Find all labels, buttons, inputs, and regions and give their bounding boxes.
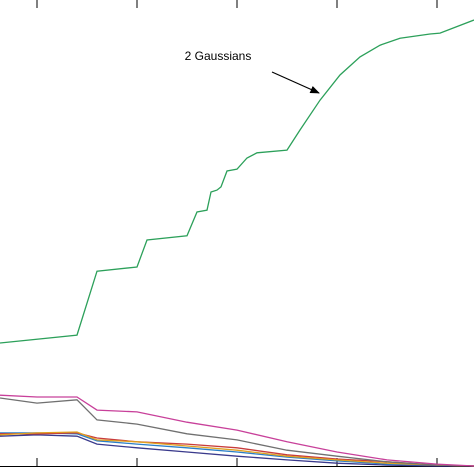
annotation: 2 Gaussians [185,49,252,63]
series-line [0,394,474,467]
series-line [0,397,474,467]
series-line [0,434,474,467]
annotation-arrow [271,71,320,94]
series-line [0,431,474,467]
series-line [0,19,474,344]
